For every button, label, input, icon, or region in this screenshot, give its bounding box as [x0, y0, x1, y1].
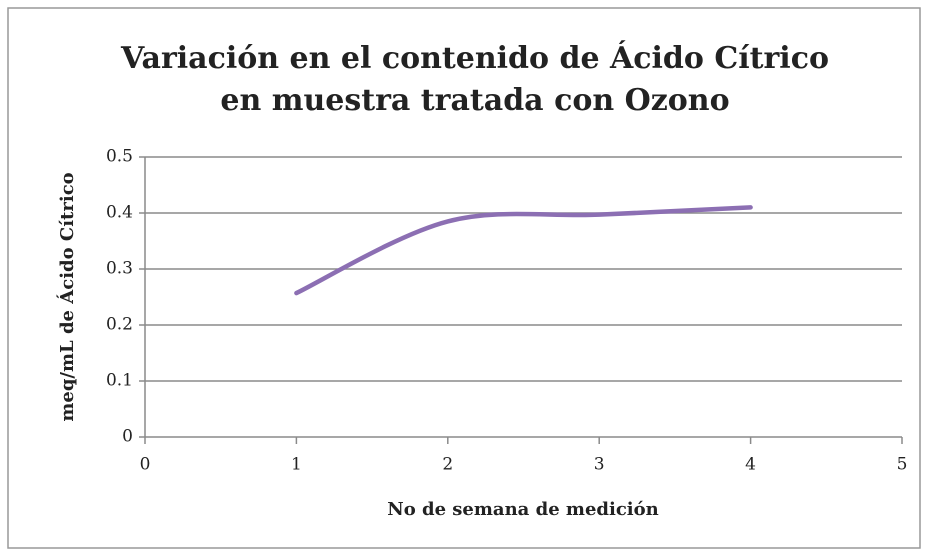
data-line [294, 205, 753, 296]
chart-title: en muestra tratada con Ozono [220, 83, 729, 118]
chart-title: Variación en el contenido de Ácido Cítri… [120, 40, 829, 76]
x-tick-label: 4 [745, 455, 756, 475]
chart-frame [7, 7, 921, 549]
y-tick-label: 0 [122, 427, 133, 447]
y-tick-label: 0.2 [106, 315, 133, 335]
y-tick-label: 0.1 [106, 371, 133, 391]
y-axis-title: meq/mL de Ácido Cítrico [55, 172, 78, 421]
y-tick-label: 0.3 [106, 259, 133, 279]
y-tick-label: 0.5 [106, 147, 133, 167]
x-tick-label: 5 [897, 455, 908, 475]
x-tick-label: 1 [291, 455, 302, 475]
x-tick-label: 2 [442, 455, 453, 475]
y-tick-label: 0.4 [106, 203, 133, 223]
x-axis-title: No de semana de medición [387, 499, 658, 520]
x-tick-label: 3 [594, 455, 605, 475]
x-tick-label: 0 [140, 455, 151, 475]
